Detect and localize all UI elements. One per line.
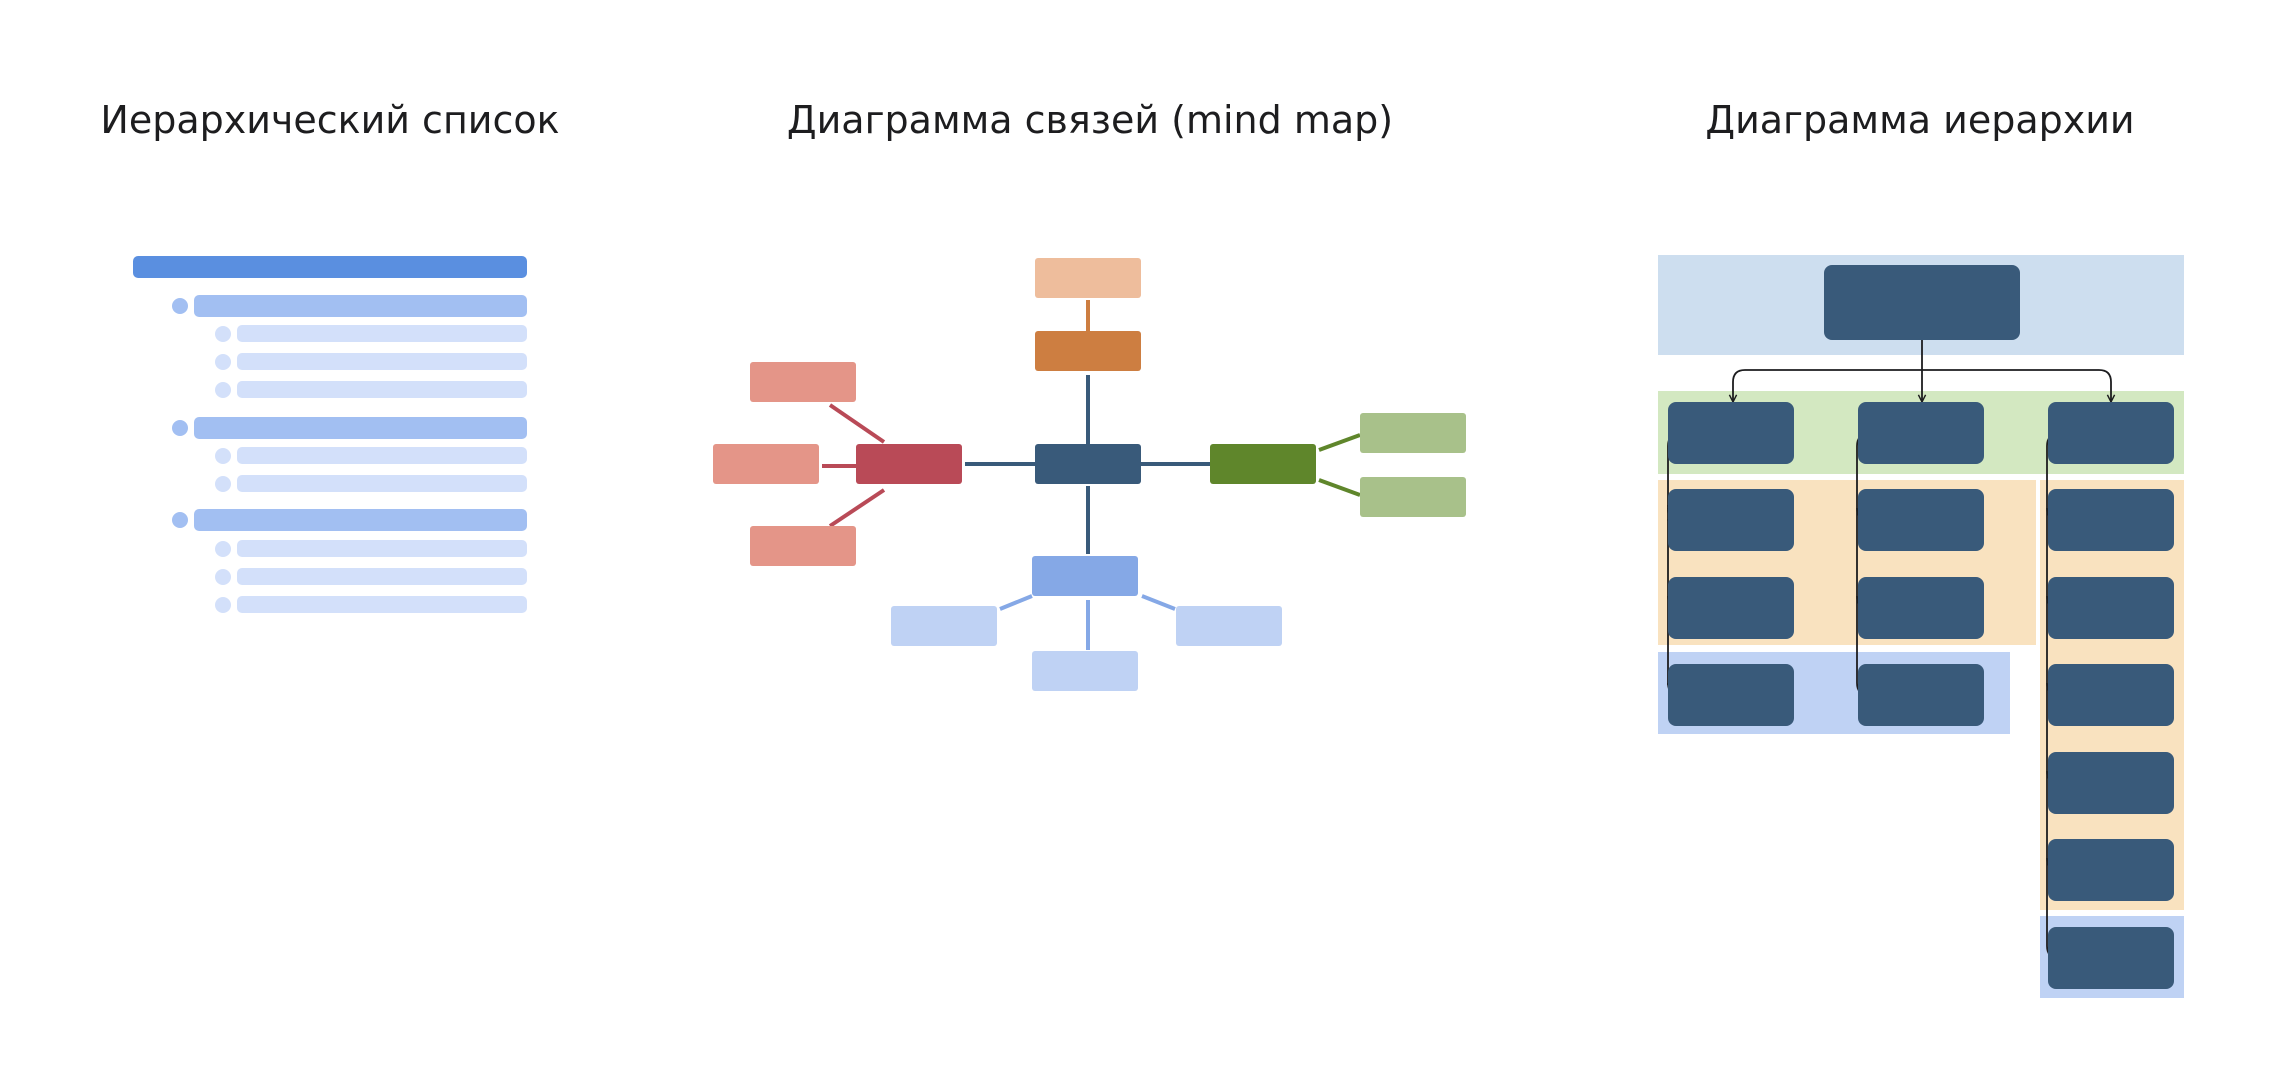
- list-item-level2: [237, 325, 527, 342]
- hierarchy-diagram-title: Диаграмма иерархии: [1705, 98, 2135, 142]
- list-item-level2: [237, 447, 527, 464]
- hier-node-col3-child: [2048, 927, 2174, 989]
- hier-node-col3-child: [2048, 839, 2174, 901]
- list-bullet-level2: [215, 382, 231, 398]
- mind-red-node: [856, 444, 962, 484]
- hier-node-col3-level1: [2048, 402, 2174, 464]
- mind-blue-node: [1032, 556, 1138, 596]
- hier-node-col2-level1: [1858, 402, 1984, 464]
- connector-blue-right: [1141, 594, 1176, 611]
- mind-blue-light-node-mid: [1032, 651, 1138, 691]
- hierarchical-list-title: Иерархический список: [100, 98, 560, 142]
- mind-map-connectors: [822, 300, 1361, 650]
- list-item-level2: [237, 540, 527, 557]
- mind-map-title: Диаграмма связей (mind map): [786, 98, 1394, 142]
- mind-blue-light-node-left: [891, 606, 997, 646]
- mind-blue-light-node-right: [1176, 606, 1282, 646]
- connector-blue-left: [999, 594, 1033, 611]
- mind-green-node: [1210, 444, 1316, 484]
- connector-root-right: [1922, 369, 2111, 402]
- list-bullet-level2: [215, 326, 231, 342]
- mind-map: [713, 258, 1466, 691]
- hier-node-col1-child: [1668, 489, 1794, 551]
- list-item-level2: [237, 381, 527, 398]
- list-item-level1: [194, 417, 527, 439]
- connector-red-bottom: [828, 488, 886, 528]
- list-bullet-level2: [215, 597, 231, 613]
- mind-green-light-node-bottom: [1360, 477, 1466, 517]
- mind-red-light-node-bottom: [750, 526, 856, 566]
- hier-node-col1-child: [1668, 664, 1794, 726]
- list-item-level2: [237, 568, 527, 585]
- connector-green-top: [1318, 433, 1361, 452]
- list-item-level2: [237, 353, 527, 370]
- list-bullet-level1: [172, 298, 188, 314]
- hierarchical-list: [133, 256, 527, 613]
- connector-red-top: [828, 403, 886, 444]
- mind-green-light-node-top: [1360, 413, 1466, 453]
- list-item-level1: [194, 509, 527, 531]
- connector-green-bottom: [1318, 478, 1361, 497]
- mind-red-light-node-mid: [713, 444, 819, 484]
- list-bullet-level1: [172, 420, 188, 436]
- list-bullet-level1: [172, 512, 188, 528]
- list-item-level2: [237, 596, 527, 613]
- hier-node-col1-level1: [1668, 402, 1794, 464]
- mind-center-node: [1035, 444, 1141, 484]
- mind-orange-light-node: [1035, 258, 1141, 298]
- hier-node-col2-child: [1858, 577, 1984, 639]
- list-bullet-level2: [215, 569, 231, 585]
- list-bullet-level2: [215, 354, 231, 370]
- mind-orange-node: [1035, 331, 1141, 371]
- hier-node-col3-child: [2048, 489, 2174, 551]
- list-item-level2: [237, 475, 527, 492]
- hierarchy-diagram: [1658, 255, 2184, 998]
- hier-node-col3-child: [2048, 664, 2174, 726]
- hier-node-col3-child: [2048, 577, 2174, 639]
- hier-node-col2-child: [1858, 489, 1984, 551]
- hier-node-col3-child: [2048, 752, 2174, 814]
- mind-red-light-node-top: [750, 362, 856, 402]
- list-item-level1: [194, 295, 527, 317]
- list-bullet-level2: [215, 476, 231, 492]
- hier-node-col2-child: [1858, 664, 1984, 726]
- list-root-bar: [133, 256, 527, 278]
- list-bullet-level2: [215, 541, 231, 557]
- hier-root-node: [1824, 265, 2020, 340]
- list-bullet-level2: [215, 448, 231, 464]
- connector-root-left: [1733, 369, 1922, 402]
- hier-node-col1-child: [1668, 577, 1794, 639]
